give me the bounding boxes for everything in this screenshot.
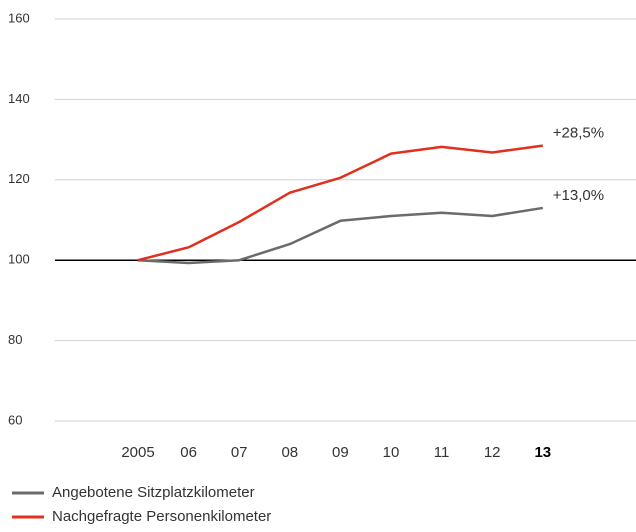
end-label: +13,0% [553,187,604,204]
x-tick-label: 08 [281,444,298,461]
x-tick-label: 06 [180,444,197,461]
y-tick-label: 60 [8,412,22,427]
y-tick-label: 160 [8,10,30,25]
series-line [137,144,543,262]
x-tick-label: 10 [383,444,400,461]
x-tick-label: 2005 [121,444,154,461]
x-tick-label: 07 [231,444,248,461]
y-tick-label: 120 [8,171,30,186]
legend-label: Nachgefragte Personenkilometer [52,508,271,525]
y-tick-label: 140 [8,91,30,106]
x-tick-label: 11 [434,444,450,461]
x-tick-label: 12 [484,444,501,461]
y-tick-label: 80 [8,332,22,347]
y-tick-label: 100 [8,252,30,267]
series-line [137,206,543,265]
legend-label: Angebotene Sitzplatzkilometer [52,484,255,501]
end-label: +28,5% [553,125,604,142]
x-tick-label: 13 [534,444,551,461]
x-tick-label: 09 [332,444,349,461]
